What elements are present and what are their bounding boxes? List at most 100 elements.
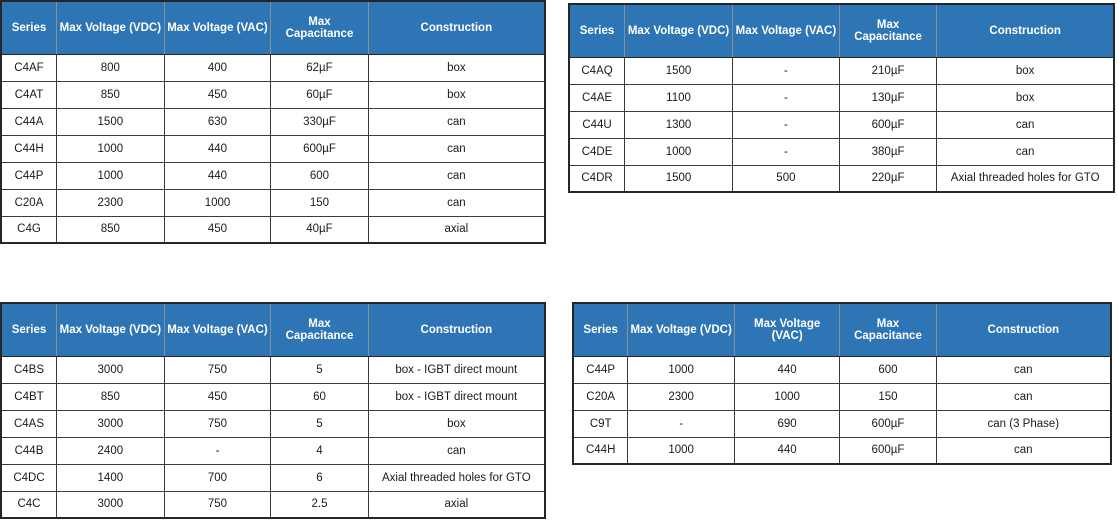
table-row: C4BT 850 450 60 box - IGBT direct mount [0,382,546,411]
table-row: C9T -690 600µF can (3 Phase) [572,409,1112,438]
table-cell: 2300 [627,382,735,411]
table-cell: 40µF [270,215,369,244]
table-cell: 1000 [55,161,165,190]
series-cell: C4C [0,490,57,519]
table-cell: 500 [731,164,840,193]
table-cell: 60µF [270,80,369,109]
column-header: Series [568,3,626,58]
table-row: C44B 2400-4 can [0,436,546,465]
table-cell: can [935,355,1112,384]
table-cell: 600µF [839,409,937,438]
table-cell: Axial threaded holes for GTO [367,463,546,492]
table-row: C44P 1000 440 600 can [0,161,546,190]
series-cell: C4AT [0,80,57,109]
table-row: C4C 3000 750 2.5 axial [0,490,546,519]
table-cell: - [731,110,840,139]
column-header: Max Voltage (VAC) [163,302,272,357]
column-header: Construction [935,302,1112,357]
table-cell: 440 [163,134,272,163]
table-row: C4G 850 450 40µF axial [0,215,546,244]
series-cell: C4DE [568,137,626,166]
table-cell: 1500 [55,107,165,136]
table-cell: can [367,161,546,190]
table-cell: can [936,110,1115,139]
table-cell: - [627,409,735,438]
table-cell: 3000 [55,355,165,384]
series-cell: C20A [0,188,57,217]
table-cell: 400 [163,53,272,82]
table-cell: 1100 [624,83,733,112]
capacitor-series-table-bottom-right: Series Max Voltage (VDC) Max Voltage (VAC)… [572,302,1112,465]
table-cell: 450 [163,215,272,244]
data-table: Series Max Voltage (VDC) Max Voltage (VAC)… [0,302,546,519]
table-cell: 1000 [733,382,841,411]
table-cell: 600 [839,355,937,384]
table-cell: 330µF [270,107,369,136]
table-cell: can [935,436,1112,465]
table-cell: 220µF [838,164,938,193]
header-row: Series Max Voltage (VDC) Max Voltage (VAC)… [0,302,546,357]
table-row: C4DR 1500 500 220µF Axial threaded holes for… [568,164,1115,193]
table-cell: 6 [270,463,369,492]
capacitor-series-table-top-right: Series Max Voltage (VDC) Max Voltage (VAC)… [568,3,1115,193]
series-cell: C4AS [0,409,57,438]
table-cell: 600µF [838,110,938,139]
table-cell: box [367,409,546,438]
table-row: C44H 1000 440 600µF can [572,436,1112,465]
column-header: Construction [367,302,546,357]
table-cell: 700 [163,463,272,492]
table-cell: 750 [163,355,272,384]
series-cell: C4AF [0,53,57,82]
table-row: C4DC 1400 700 6 Axial threaded holes for GTO [0,463,546,492]
series-cell: C44H [572,436,629,465]
table-cell: 380µF [838,137,938,166]
series-cell: C4DC [0,463,57,492]
table-cell: 1000 [55,134,165,163]
table-cell: axial [367,215,546,244]
table-cell: 4 [270,436,369,465]
column-header: Series [0,0,57,55]
table-cell: 1500 [624,56,733,85]
table-cell: - [731,137,840,166]
series-cell: C44U [568,110,626,139]
series-cell: C4G [0,215,57,244]
column-header: Max Voltage (VDC) [55,302,165,357]
series-cell: C44A [0,107,57,136]
table-row: C44P 1000 440 600 can [572,355,1112,384]
column-header: Max Capacitance [270,0,369,55]
table-cell: 450 [163,80,272,109]
table-cell: 150 [270,188,369,217]
series-cell: C4BT [0,382,57,411]
table-cell: 440 [733,436,841,465]
table-cell: can [367,107,546,136]
series-cell: C44B [0,436,57,465]
table-cell: 1000 [163,188,272,217]
table-cell: 800 [55,53,165,82]
column-header: Max Capacitance [270,302,369,357]
table-cell: 3000 [55,409,165,438]
column-header: Max Voltage (VAC) [731,3,840,58]
table-cell: 440 [733,355,841,384]
table-row: C4BS 3000 750 5 box - IGBT direct mount [0,355,546,384]
column-header: Max Voltage (VAC) [733,302,841,357]
table-row: C4AQ 1500-210µF box [568,56,1115,85]
table-cell: 850 [55,80,165,109]
table-cell: can [936,137,1115,166]
table-cell: box [367,53,546,82]
table-cell: 150 [839,382,937,411]
table-cell: - [163,436,272,465]
table-row: C4AF 800 400 62µF box [0,53,546,82]
table-cell: box - IGBT direct mount [367,382,546,411]
table-cell: 750 [163,490,272,519]
table-cell: can [367,188,546,217]
series-cell: C20A [572,382,629,411]
series-cell: C4AQ [568,56,626,85]
series-cell: C9T [572,409,629,438]
table-cell: 5 [270,355,369,384]
table-cell: 1000 [627,436,735,465]
column-header: Construction [367,0,546,55]
table-row: C20A 2300 1000 150 can [572,382,1112,411]
table-cell: 850 [55,382,165,411]
series-cell: C4BS [0,355,57,384]
table-cell: 440 [163,161,272,190]
